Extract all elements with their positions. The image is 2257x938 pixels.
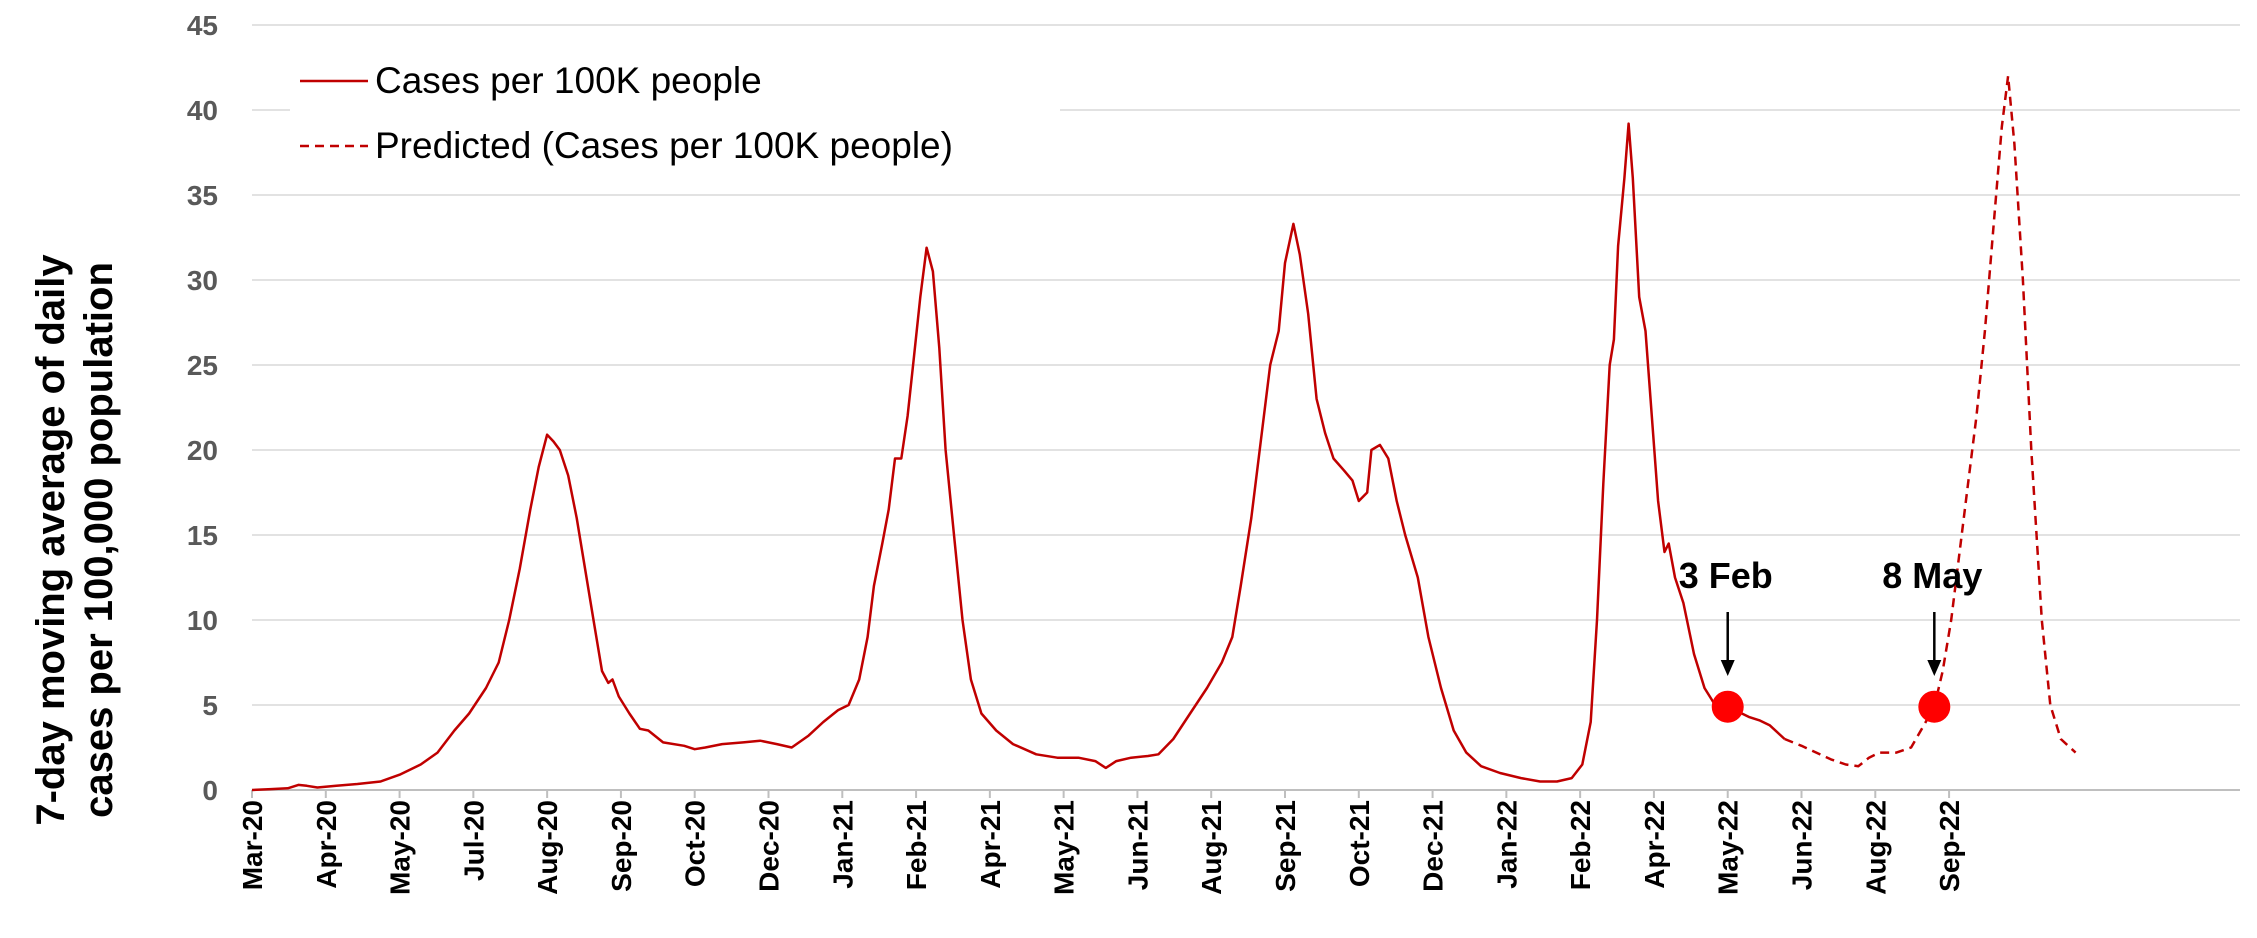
x-tick-label-Jul-20: Jul-20 [458, 800, 489, 881]
x-tick-label-Aug-22: Aug-22 [1860, 800, 1891, 895]
x-tick-label-Jan-21: Jan-21 [827, 800, 858, 889]
x-tick-label-Sep-22: Sep-22 [1934, 800, 1965, 892]
y-tick-label-20: 20 [187, 435, 218, 466]
series-layer [251, 74, 2077, 792]
annotation-8-may-marker [1918, 690, 1951, 723]
y-tick-label-30: 30 [187, 265, 218, 296]
y-tick-label-45: 45 [187, 10, 218, 41]
y-tick-label-40: 40 [187, 95, 218, 126]
annotation-3-feb-marker [1711, 690, 1744, 723]
legend: Cases per 100K people Predicted (Cases p… [290, 40, 1060, 180]
x-tick-label-May-20: May-20 [385, 800, 416, 895]
x-tick-label-Feb-21: Feb-21 [901, 800, 932, 890]
x-tick-label-Oct-20: Oct-20 [680, 800, 711, 887]
y-tick-label-25: 25 [187, 350, 218, 381]
x-tick-label-Sep-21: Sep-21 [1270, 800, 1301, 892]
x-tick-label-Apr-22: Apr-22 [1639, 800, 1670, 889]
series-line-cases [251, 122, 1786, 792]
x-tick-label-Dec-21: Dec-21 [1418, 800, 1449, 892]
annotation-3-feb-arrow-head [1720, 660, 1735, 676]
x-tick-label-Jun-21: Jun-21 [1122, 800, 1153, 890]
annotation-3-feb-label: 3 Feb [1679, 555, 1773, 596]
y-axis-label-line-2: cases per 100,000 population [77, 262, 121, 818]
x-tick-label-May-21: May-21 [1049, 800, 1080, 895]
y-axis-label: 7-day moving average of daily cases per … [29, 254, 121, 826]
x-tick-label-Apr-21: Apr-21 [975, 800, 1006, 889]
x-tick-label-Aug-20: Aug-20 [532, 800, 563, 895]
annotations: 3 Feb 8 May [1679, 555, 1982, 723]
legend-label-cases: Cases per 100K people [375, 60, 762, 101]
y-tick-label-35: 35 [187, 180, 218, 211]
y-tick-label-5: 5 [202, 690, 218, 721]
x-tick-label-May-22: May-22 [1713, 800, 1744, 895]
series-line-predicted [1784, 74, 2077, 768]
x-tick-label-Apr-20: Apr-20 [311, 800, 342, 889]
x-tick-label-Jun-22: Jun-22 [1787, 800, 1818, 890]
annotation-8-may-label: 8 May [1882, 555, 1982, 596]
x-tick-label-Aug-21: Aug-21 [1196, 800, 1227, 895]
x-tick-label-Sep-20: Sep-20 [606, 800, 637, 892]
legend-label-predicted: Predicted (Cases per 100K people) [375, 125, 953, 166]
annotation-8-may-arrow-head [1927, 660, 1942, 676]
x-tick-label-Dec-20: Dec-20 [754, 800, 785, 892]
y-tick-label-10: 10 [187, 605, 218, 636]
y-axis-label-line-1: 7-day moving average of daily [29, 254, 73, 826]
legend-background [290, 40, 1060, 180]
x-tick-label-Mar-20: Mar-20 [237, 800, 268, 890]
y-tick-label-15: 15 [187, 520, 218, 551]
y-tick-label-0: 0 [202, 775, 218, 806]
gridlines [252, 24, 2240, 706]
x-axis-ticks: Mar-20 Apr-20 May-20 Jul-20 Aug-20 Sep-20 Oct-… [237, 790, 1965, 895]
y-axis-ticks: 0 5 10 15 20 25 30 35 40 45 [187, 10, 218, 806]
x-tick-label-Jan-22: Jan-22 [1491, 800, 1522, 889]
x-tick-label-Feb-22: Feb-22 [1565, 800, 1596, 890]
x-tick-label-Oct-21: Oct-21 [1344, 800, 1375, 887]
